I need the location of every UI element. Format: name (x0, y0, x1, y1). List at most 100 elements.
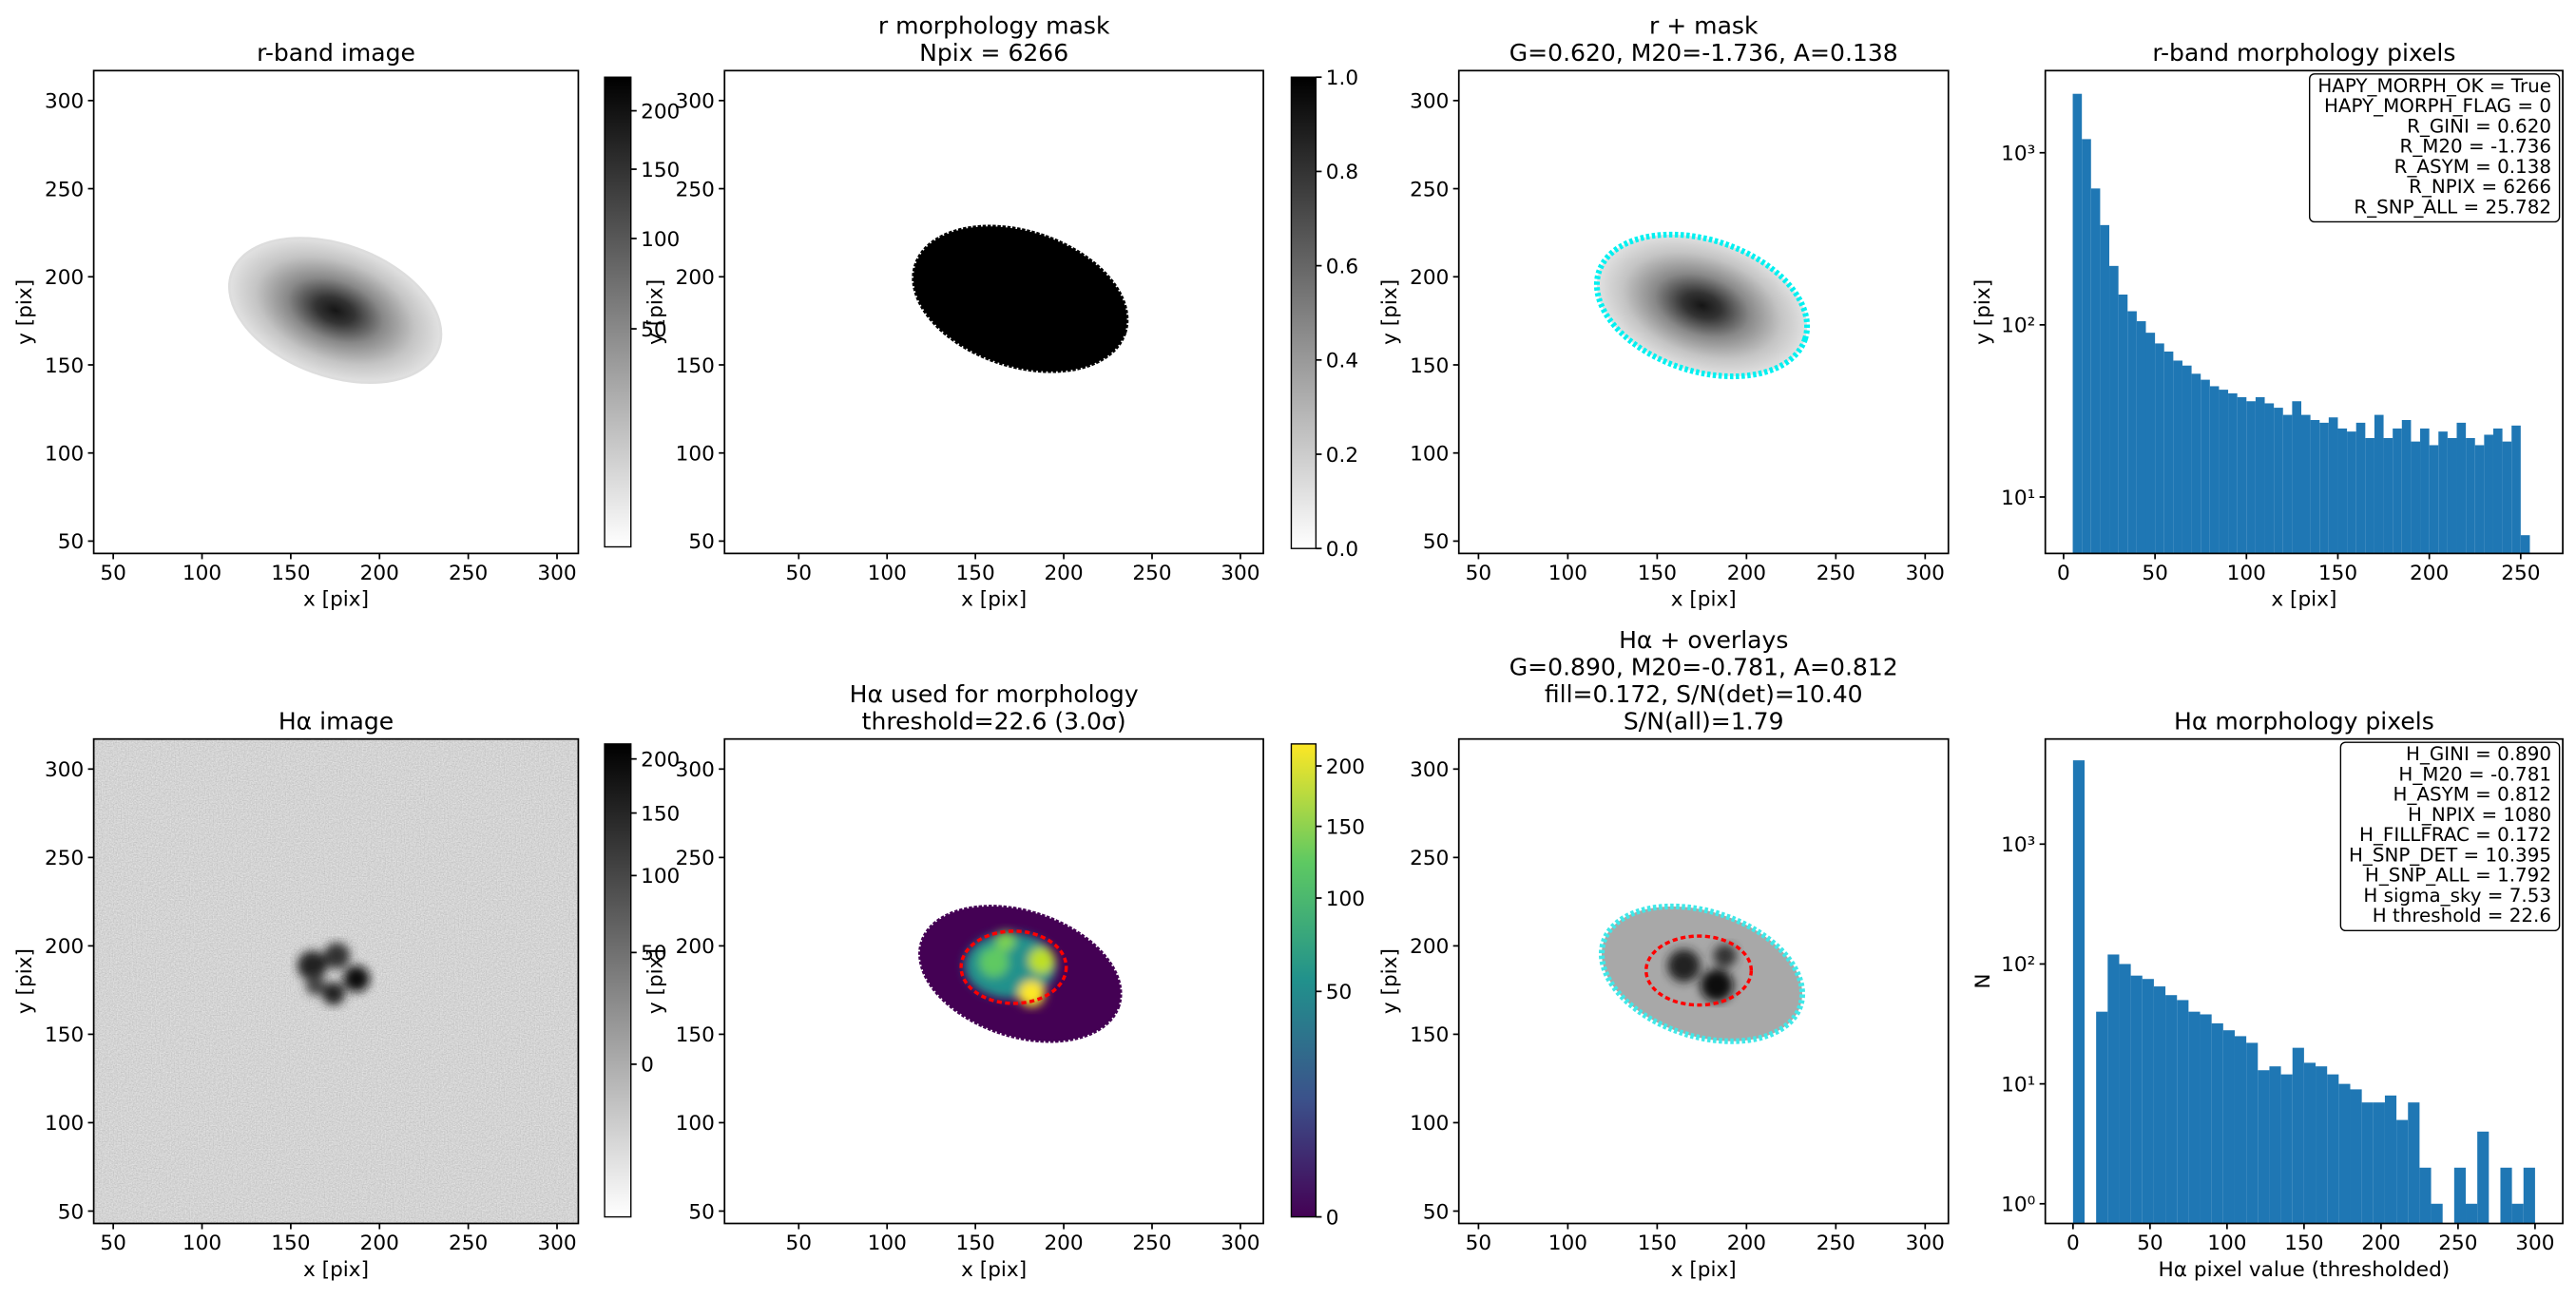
viridis-blobs (964, 930, 1057, 1007)
chart-title: r-band morphology pixels (2152, 39, 2455, 67)
bar (2419, 1167, 2432, 1224)
bar (2347, 431, 2356, 554)
bar (2153, 986, 2166, 1224)
galaxy-image (228, 237, 443, 385)
bar (2328, 417, 2338, 554)
x-axis-label: x [pix] (961, 1258, 1027, 1282)
bar (2255, 396, 2265, 554)
bar (2438, 431, 2448, 554)
bar (2492, 428, 2503, 554)
y-tick-label: 50 (58, 530, 84, 554)
x-tick-label: 300 (1906, 562, 1945, 585)
y-tick-label: 100 (1410, 1112, 1449, 1136)
x-tick-label: 100 (2227, 562, 2266, 585)
annotation-text: H_NPIX = 1080 (2408, 804, 2551, 826)
y-tick-label: 10³ (2001, 833, 2035, 857)
axes-frame (92, 737, 580, 1225)
bar (2188, 1011, 2201, 1224)
colorbar-tick-label: 150 (641, 802, 680, 826)
colorbar-tick-label: 200 (641, 100, 680, 124)
detection-contour (959, 929, 1068, 1005)
chart-title: Npix = 6266 (919, 39, 1068, 67)
bar (2361, 1102, 2374, 1224)
x-tick-label: 250 (2501, 562, 2540, 585)
bar (2411, 441, 2421, 554)
y-tick-label: 10¹ (2001, 487, 2035, 510)
y-tick-label: 250 (45, 847, 84, 870)
bar (2474, 445, 2485, 554)
bar (2373, 1102, 2385, 1224)
y-axis-label: y [pix] (13, 279, 37, 345)
chart-title: r-band image (257, 39, 415, 67)
colorbar (1290, 743, 1317, 1218)
colorbar-tick-label: 0.2 (1326, 444, 1358, 468)
bar (2301, 414, 2311, 554)
colorbar-tick-label: 0.8 (1326, 161, 1358, 184)
y-tick-label: 10¹ (2001, 1073, 2035, 1097)
x-tick-label: 200 (1727, 1232, 1766, 1255)
overlay-blobs (1667, 944, 1737, 1003)
bar (2211, 1022, 2223, 1224)
x-tick-label: 100 (183, 562, 221, 585)
x-tick-label: 50 (786, 562, 812, 585)
chart-title: S/N(all)=1.79 (1624, 707, 1784, 735)
y-tick-label: 150 (45, 1023, 84, 1047)
y-axis-label: y [pix] (1378, 948, 1402, 1014)
y-tick-label: 200 (1410, 266, 1449, 290)
y-tick-label: 10² (2001, 953, 2035, 977)
y-tick-label: 50 (58, 1200, 84, 1224)
x-tick-label: 250 (449, 562, 488, 585)
bar (2177, 1000, 2189, 1224)
detection-contour (1644, 934, 1754, 1007)
y-tick-label: 150 (676, 1023, 715, 1047)
x-tick-label: 150 (1638, 562, 1677, 585)
y-axis-label: y [pix] (644, 948, 668, 1014)
bar (2292, 1047, 2304, 1224)
bar (2384, 1095, 2397, 1224)
bar (2119, 964, 2131, 1224)
colorbar-tick-label: 100 (641, 865, 680, 888)
x-tick-label: 50 (1466, 562, 1491, 585)
chart-title: r morphology mask (878, 11, 1110, 39)
chart-title: threshold=22.6 (3.0σ) (862, 707, 1126, 735)
annotation-text: H_SNP_ALL = 1.792 (2365, 865, 2551, 887)
bar (2234, 1036, 2247, 1224)
x-tick-label: 200 (1044, 1232, 1083, 1255)
bar (2201, 379, 2210, 554)
colorbar-tick-label: 0 (1326, 1206, 1339, 1230)
bar (2165, 995, 2178, 1224)
bar (2355, 422, 2366, 554)
bar (2107, 954, 2120, 1224)
x-tick-label: 150 (271, 1232, 310, 1255)
bar (2173, 360, 2182, 554)
axes-frame (92, 69, 580, 555)
bar (2350, 1089, 2362, 1224)
x-tick-label: 100 (2207, 1232, 2246, 1255)
bar (2338, 1083, 2351, 1224)
x-tick-label: 150 (1638, 1232, 1677, 1255)
x-axis-label: x [pix] (303, 588, 369, 612)
annotation-text: HAPY_MORPH_FLAG = 0 (2324, 95, 2551, 117)
y-tick-label: 10³ (2001, 143, 2035, 166)
colorbar (1290, 76, 1317, 549)
bar (2155, 343, 2164, 554)
x-tick-label: 300 (1906, 1232, 1945, 1255)
x-tick-label: 300 (1221, 562, 1259, 585)
bar (2100, 224, 2110, 554)
colorbar-tick-label: 0.0 (1326, 538, 1358, 562)
annotation-text: H_ASYM = 0.812 (2393, 784, 2551, 806)
colorbar-tick-label: 50 (1326, 981, 1352, 1004)
x-tick-label: 250 (1817, 1232, 1855, 1255)
bar (2429, 445, 2439, 554)
y-tick-label: 300 (1410, 758, 1449, 782)
bar (2477, 1131, 2489, 1224)
x-axis-label: x [pix] (1671, 1258, 1737, 1282)
y-tick-label: 100 (45, 442, 84, 466)
y-tick-label: 300 (676, 758, 715, 782)
y-tick-label: 100 (676, 1112, 715, 1136)
y-tick-label: 200 (1410, 935, 1449, 959)
chart-title: G=0.620, M20=-1.736, A=0.138 (1509, 39, 1898, 67)
chart-title: Hα used for morphology (850, 680, 1139, 708)
bar (2396, 1119, 2409, 1224)
